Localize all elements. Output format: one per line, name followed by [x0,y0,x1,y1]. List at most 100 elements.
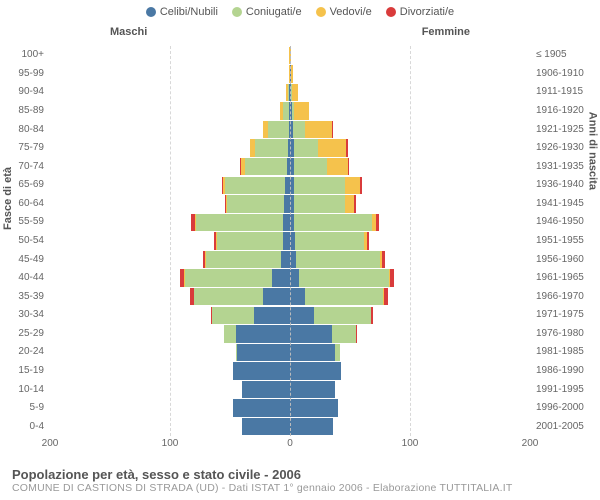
x-tick: 200 [42,438,59,449]
seg-female-divorced [332,121,333,139]
seg-male-married [196,214,283,232]
x-axis: 2001000100200 [50,438,530,452]
seg-male-single [283,214,290,232]
seg-female-divorced [382,251,385,269]
age-label: 20-24 [0,347,48,357]
seg-female-married [294,177,345,195]
age-label: 5-9 [0,403,48,413]
birth-label: 1936-1940 [532,180,600,190]
seg-male-married [225,177,285,195]
seg-female-single [290,362,341,380]
seg-female-divorced [348,158,350,176]
age-label: 75-79 [0,143,48,153]
seg-male-single [283,232,290,250]
legend-label: Coniugati/e [246,6,302,18]
seg-male-single [242,381,290,399]
x-tick: 100 [402,438,419,449]
x-tick: 0 [287,438,293,449]
seg-female-married [335,344,340,362]
legend-dot-icon [316,7,326,17]
seg-female-divorced [360,177,362,195]
seg-female-married [305,288,383,306]
age-label: 50-54 [0,236,48,246]
seg-female-widowed [327,158,348,176]
age-label: 65-69 [0,180,48,190]
seg-female-single [290,418,333,436]
birth-label: 1951-1955 [532,236,600,246]
seg-male-married [227,195,284,213]
seg-female-married [295,232,364,250]
seg-female-single [290,269,299,287]
seg-female-divorced [371,307,373,325]
seg-female-married [332,325,356,343]
age-label: 90-94 [0,87,48,97]
seg-male-married [217,232,283,250]
birth-label: 1906-1910 [532,69,600,79]
seg-male-single [242,418,290,436]
seg-female-widowed [345,195,354,213]
seg-female-single [290,344,335,362]
age-label: 0-4 [0,422,48,432]
chart-area [50,46,530,436]
age-label: 15-19 [0,366,48,376]
birth-label: 1996-2000 [532,403,600,413]
seg-male-single [233,362,290,380]
seg-male-married [185,269,272,287]
legend-dot-icon [146,7,156,17]
seg-female-divorced [384,288,389,306]
legend-item: Vedovi/e [316,6,372,18]
seg-female-married [296,251,380,269]
center-line [290,46,291,436]
seg-male-married [212,307,254,325]
age-label: 100+ [0,50,48,60]
seg-male-married [255,139,288,157]
birth-label: 1921-1925 [532,125,600,135]
seg-male-married [206,251,281,269]
seg-female-widowed [292,84,298,102]
birth-label: 1946-1950 [532,217,600,227]
seg-female-divorced [356,325,357,343]
birth-label: 1926-1930 [532,143,600,153]
age-label: 40-44 [0,273,48,283]
chart-subtitle: COMUNE DI CASTIONS DI STRADA (UD) - Dati… [12,482,592,494]
seg-female-divorced [376,214,379,232]
seg-male-married [194,288,263,306]
seg-female-single [290,325,332,343]
birth-label: 1991-1995 [532,385,600,395]
legend: Celibi/Nubili Coniugati/e Vedovi/e Divorzia… [0,0,600,20]
seg-female-divorced [367,232,369,250]
header-male: Maschi [110,26,147,38]
seg-female-married [314,307,371,325]
age-label: 30-34 [0,310,48,320]
birth-label: 1986-1990 [532,366,600,376]
birth-label: 1981-1985 [532,347,600,357]
birth-label: 1916-1920 [532,106,600,116]
legend-item: Coniugati/e [232,6,302,18]
birth-label: 1956-1960 [532,255,600,265]
seg-female-single [290,381,335,399]
chart-headers: Maschi Femmine [50,26,530,42]
age-label: 85-89 [0,106,48,116]
seg-female-divorced [354,195,356,213]
legend-label: Vedovi/e [330,6,372,18]
seg-male-single [237,344,290,362]
birth-label: 1966-1970 [532,292,600,302]
x-tick: 100 [162,438,179,449]
birth-label: 1911-1915 [532,87,600,97]
seg-female-widowed [305,121,332,139]
y-axis-left: 100+95-9990-9485-8980-8475-7970-7465-696… [0,46,48,436]
legend-item: Celibi/Nubili [146,6,218,18]
birth-label: ≤ 1905 [532,50,600,60]
legend-dot-icon [232,7,242,17]
age-label: 10-14 [0,385,48,395]
age-label: 45-49 [0,255,48,265]
seg-female-married [294,214,372,232]
birth-label: 2001-2005 [532,422,600,432]
birth-label: 1941-1945 [532,199,600,209]
legend-dot-icon [386,7,396,17]
seg-male-single [233,399,290,417]
footer: Popolazione per età, sesso e stato civil… [12,467,592,494]
seg-female-married [294,158,327,176]
legend-label: Divorziati/e [400,6,454,18]
birth-label: 1976-1980 [532,329,600,339]
